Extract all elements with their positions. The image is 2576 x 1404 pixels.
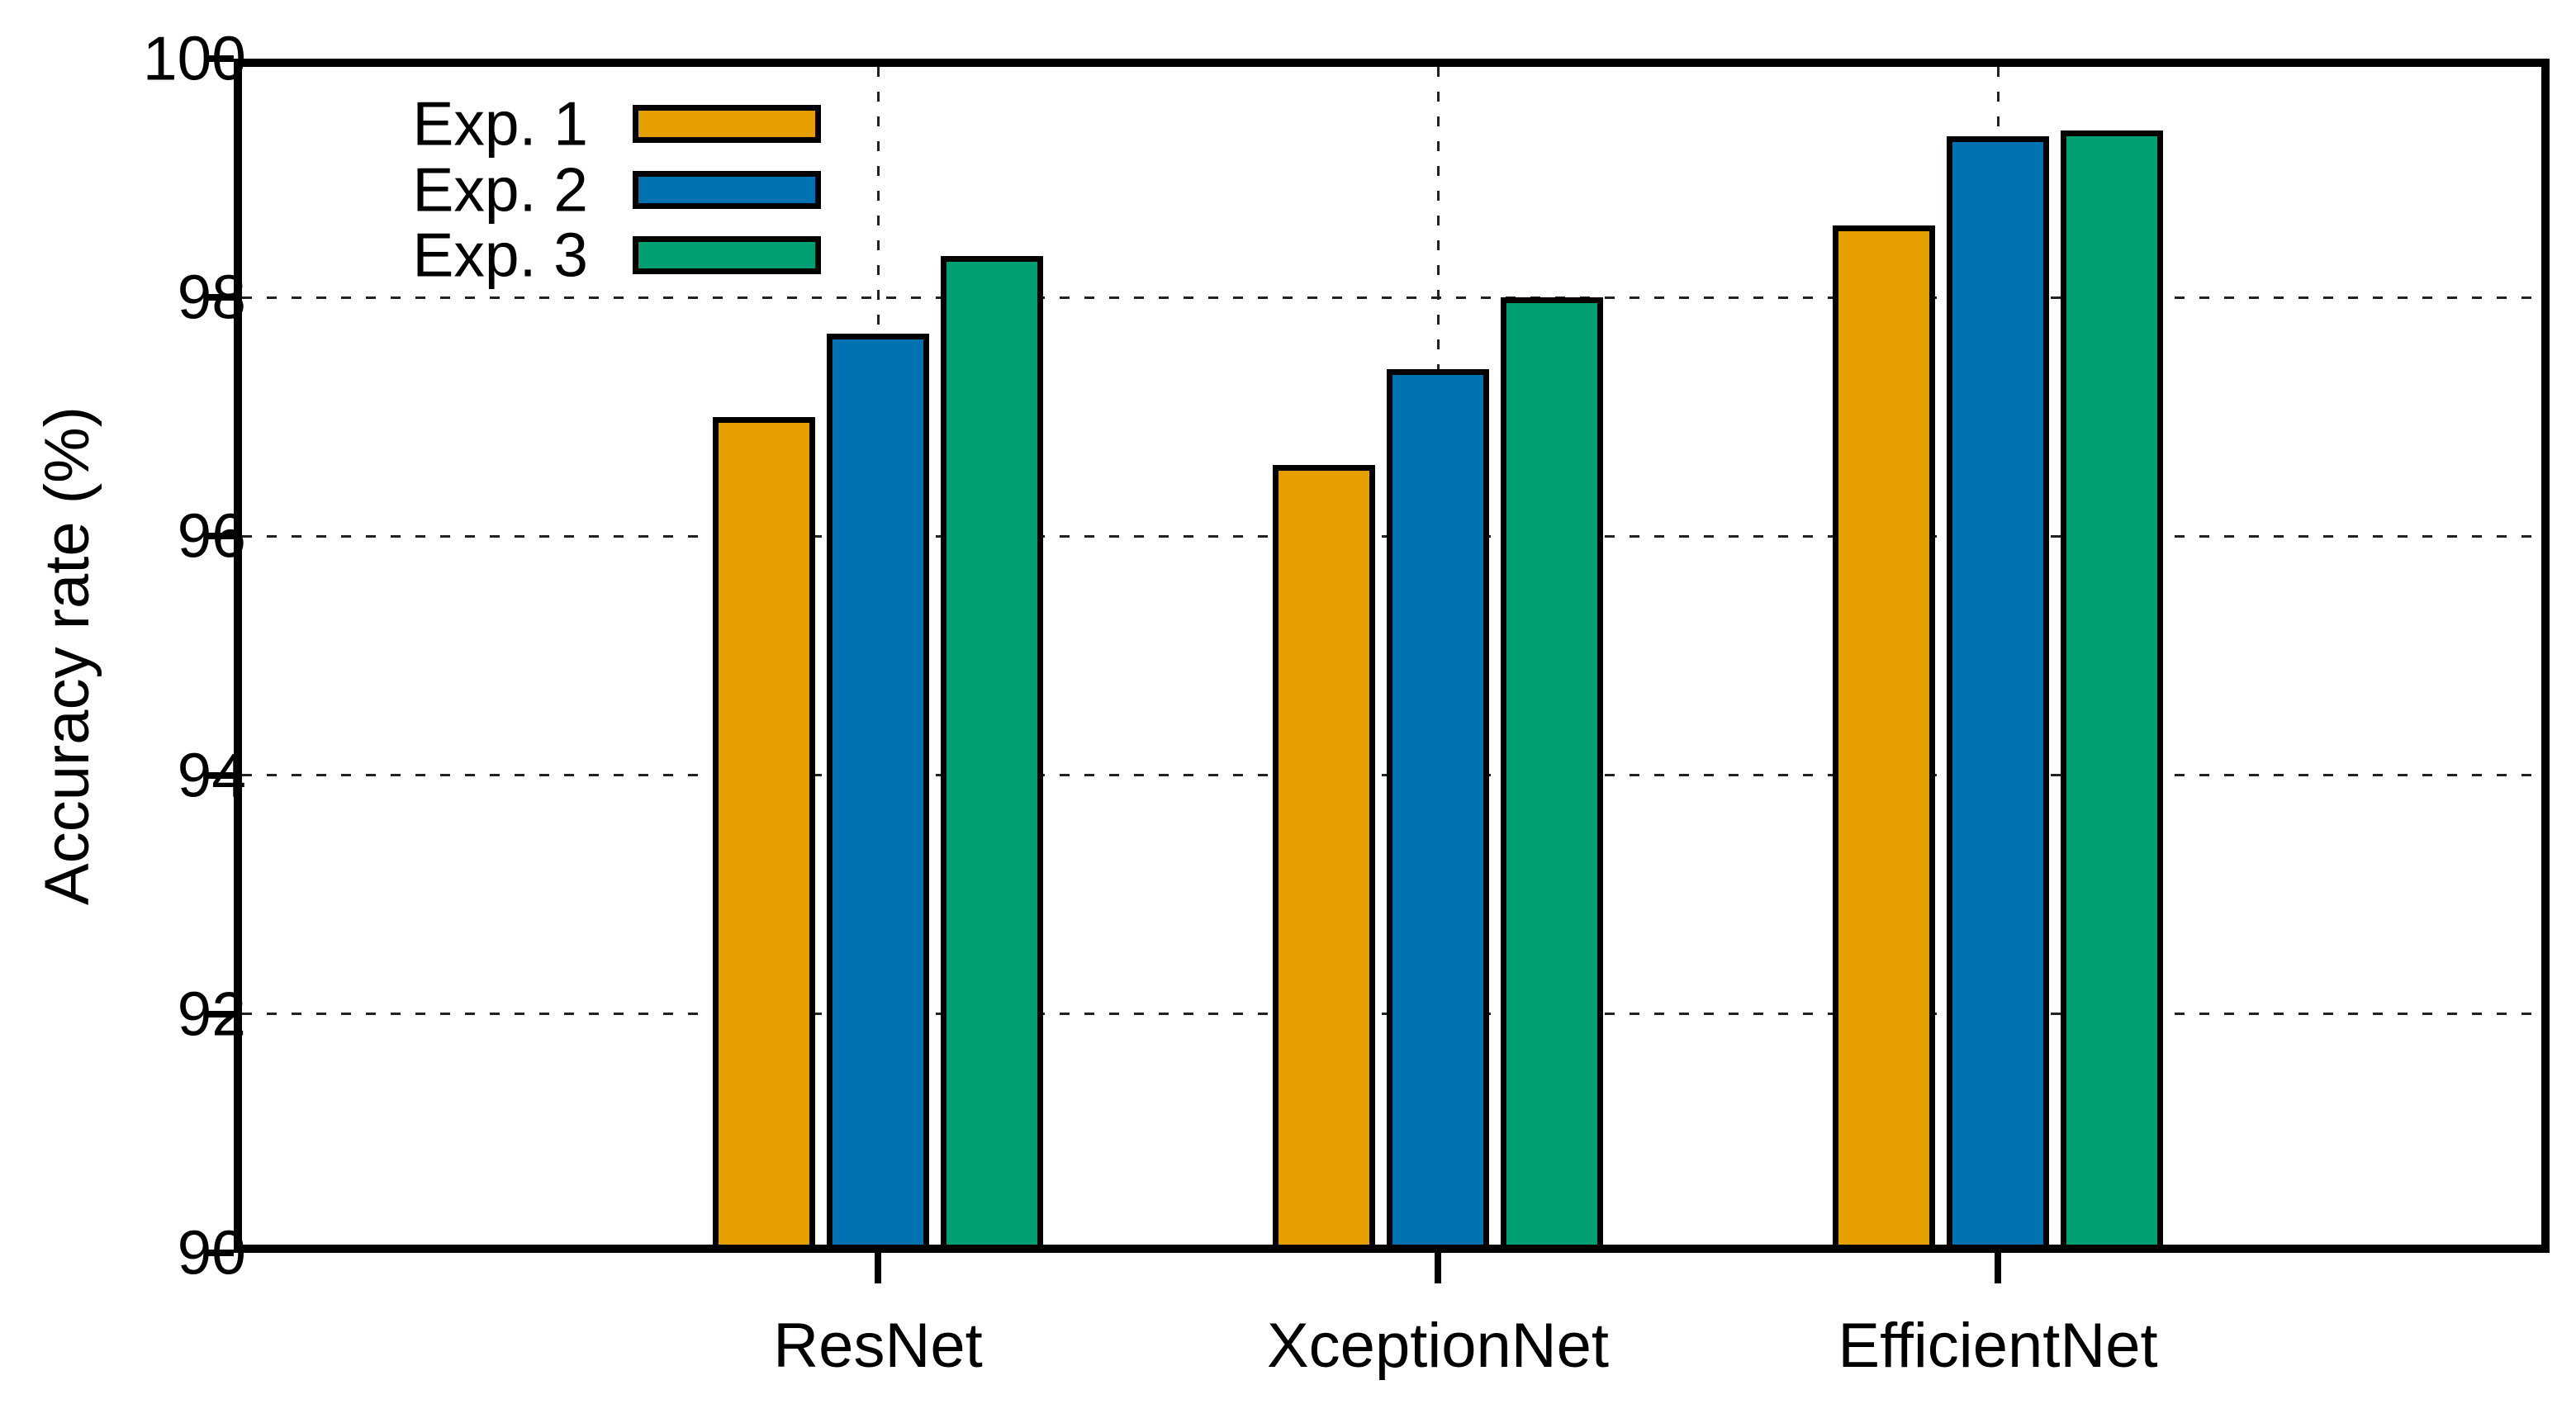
bar-exp-1-resnet [713, 416, 815, 1253]
y-tick-90 [204, 1250, 234, 1256]
gridline-horizontal-98 [242, 296, 2541, 299]
legend-label-exp-3: Exp. 3 [412, 220, 588, 290]
legend-label-exp-1: Exp. 1 [412, 88, 588, 159]
x-category-label-resnet: ResNet [773, 1311, 983, 1381]
bar-exp-3-efficientnet [2061, 130, 2163, 1253]
y-tick-label-94: 94 [177, 740, 246, 810]
legend-label-exp-2: Exp. 2 [412, 154, 588, 224]
y-tick-98 [204, 294, 234, 301]
bar-exp-2-efficientnet [1947, 135, 2049, 1253]
x-axis-line [234, 1245, 2550, 1253]
y-tick-92 [204, 1010, 234, 1017]
bar-exp-2-xceptionnet [1387, 368, 1489, 1253]
y-tick-94 [204, 771, 234, 779]
x-tick-xceptionnet [1435, 1253, 1441, 1283]
y-tick-100 [204, 55, 234, 62]
y-tick-label-100: 100 [142, 23, 246, 93]
y-axis-title: Accuracy rate (%) [32, 406, 102, 905]
legend-swatch-exp-3 [633, 236, 821, 274]
x-tick-efficientnet [1995, 1253, 2001, 1283]
y-tick-label-92: 92 [177, 979, 246, 1049]
bar-exp-3-xceptionnet [1501, 297, 1603, 1253]
bar-exp-3-resnet [941, 255, 1043, 1253]
x-category-label-efficientnet: EfficientNet [1838, 1311, 2158, 1381]
bar-exp-1-xceptionnet [1273, 464, 1375, 1253]
y-tick-label-98: 98 [177, 262, 246, 332]
y-tick-96 [204, 533, 234, 540]
legend-swatch-exp-2 [633, 170, 821, 209]
x-tick-resnet [875, 1253, 881, 1283]
x-category-label-xceptionnet: XceptionNet [1266, 1311, 1610, 1381]
legend-swatch-exp-1 [633, 105, 821, 143]
y-tick-label-90: 90 [177, 1217, 246, 1288]
bar-exp-1-efficientnet [1833, 225, 1935, 1253]
bar-exp-2-resnet [827, 333, 929, 1253]
y-tick-label-96: 96 [177, 500, 246, 571]
